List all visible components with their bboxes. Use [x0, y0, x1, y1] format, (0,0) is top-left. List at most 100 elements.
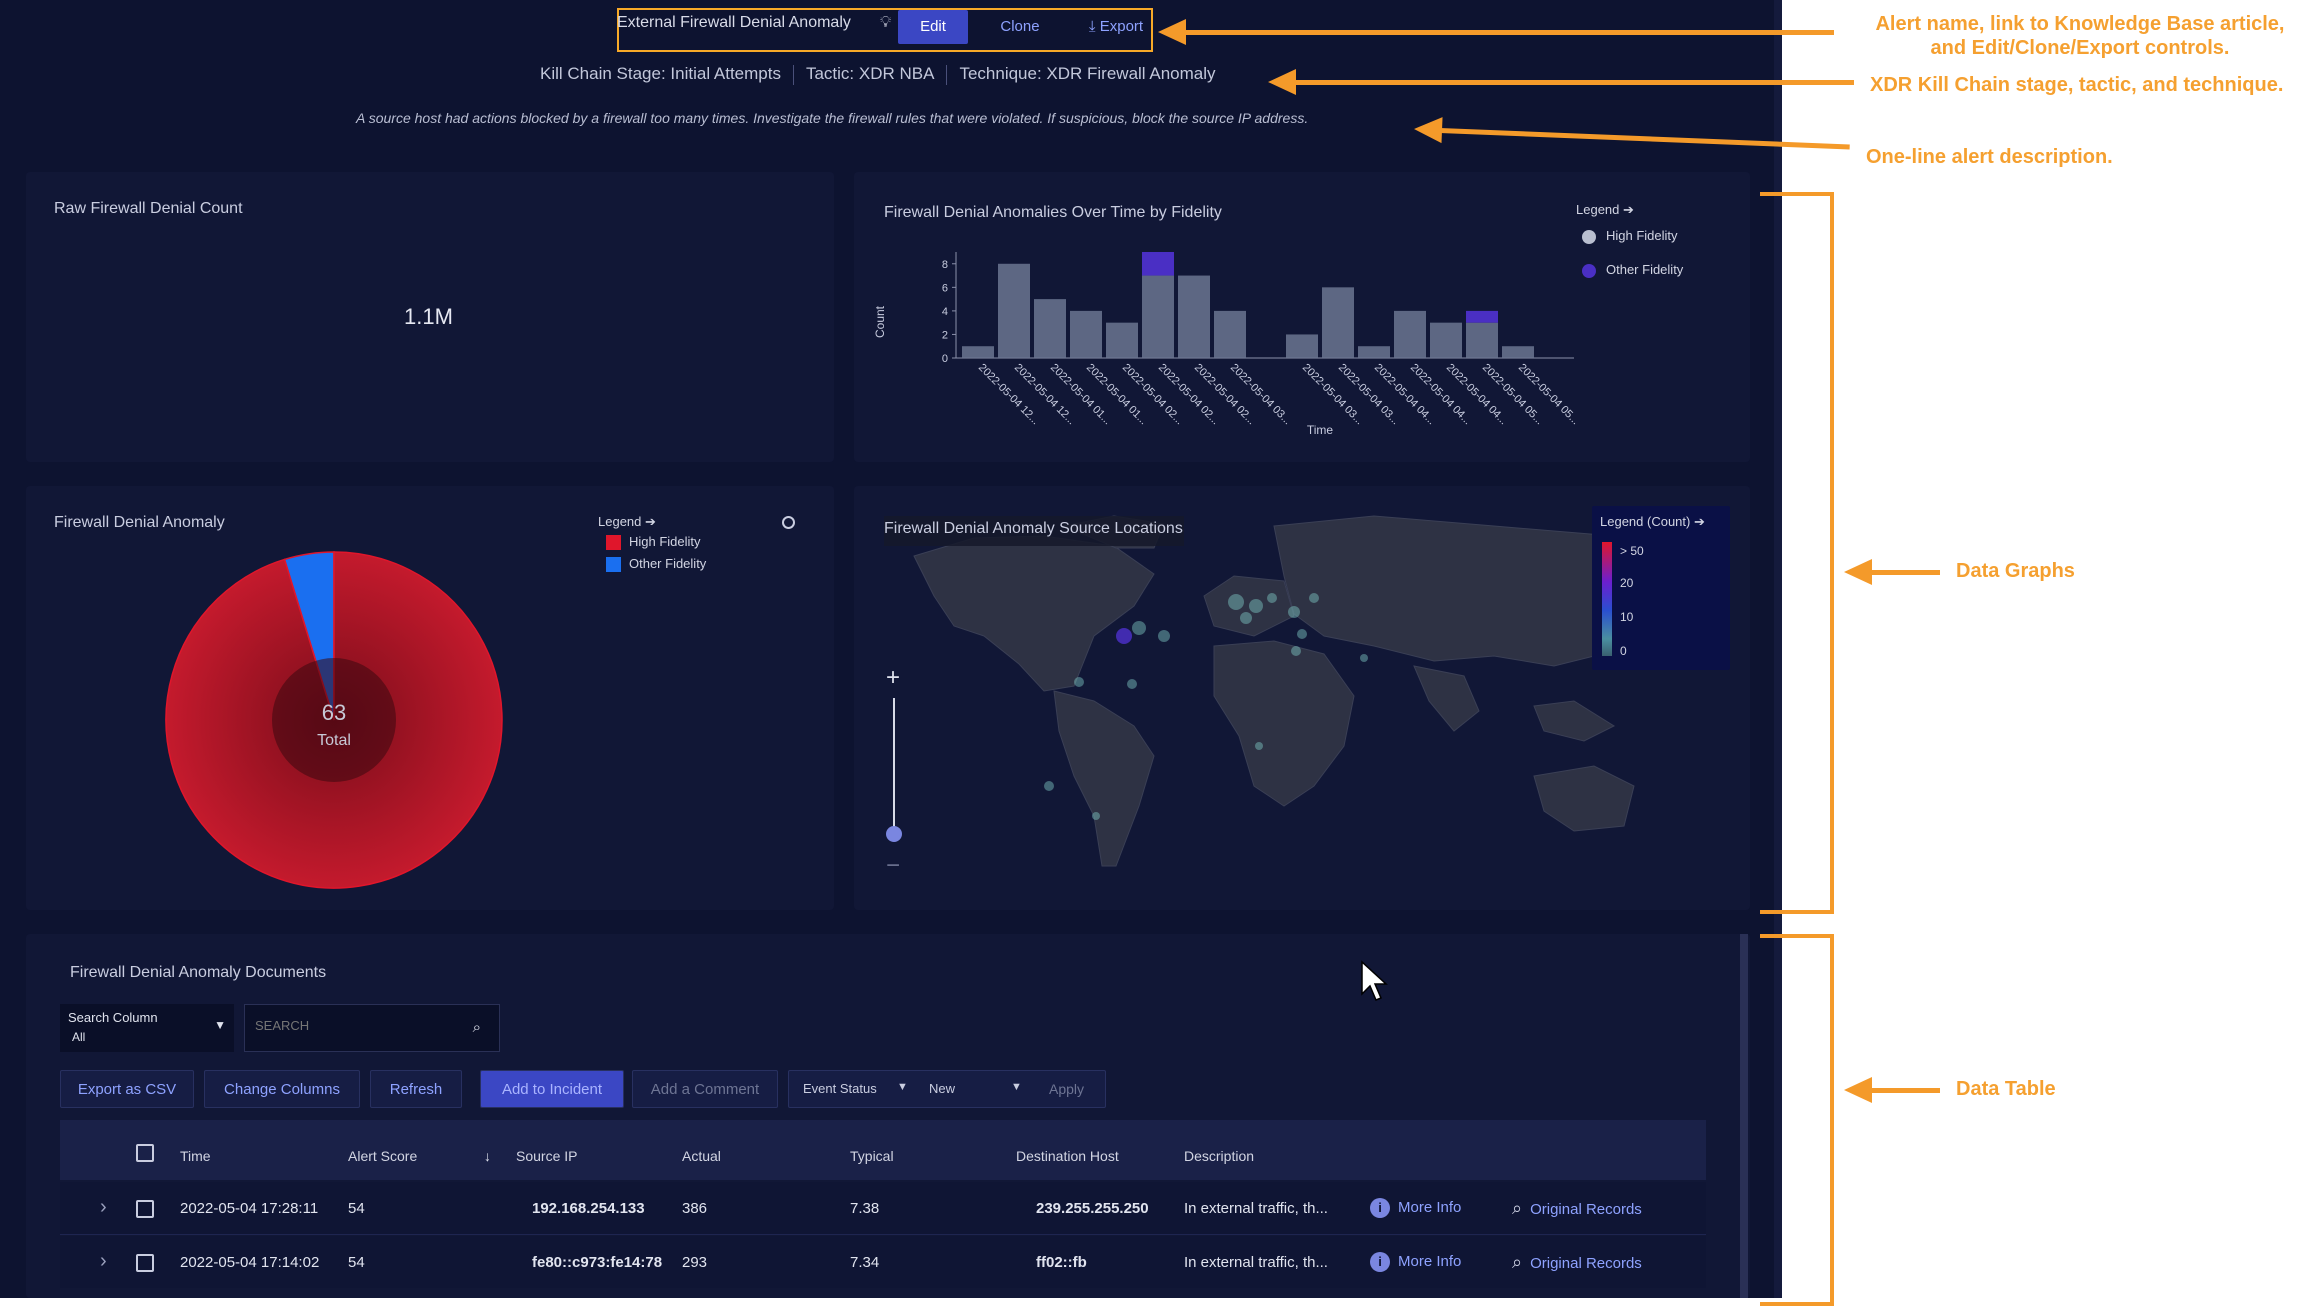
table-bracket: [1760, 934, 1834, 1306]
table-row[interactable]: [60, 1236, 1706, 1288]
bar: [1358, 346, 1390, 358]
cell-description: In external traffic, th...: [1184, 1254, 1328, 1271]
pie-chart-svg: [165, 551, 503, 889]
chevron-down-icon[interactable]: ▼: [897, 1081, 908, 1093]
original-records-link[interactable]: ⌕ Original Records: [1512, 1198, 1642, 1218]
map-legend-label: > 50: [1620, 544, 1644, 558]
annotation-arrow: [1268, 69, 1854, 95]
pie-legend-other[interactable]: Other Fidelity: [606, 556, 706, 573]
search-icon[interactable]: ⌕: [472, 1019, 481, 1036]
search-input[interactable]: [253, 1017, 457, 1034]
search-box[interactable]: ⌕: [244, 1004, 500, 1052]
raw-count-panel: Raw Firewall Denial Count 1.1M: [26, 172, 834, 462]
search-column-select[interactable]: Search Column All ▼: [60, 1004, 234, 1052]
bar-legend-title[interactable]: Legend ➔: [1576, 202, 1634, 217]
legend-dot-icon: [1582, 263, 1596, 278]
column-header[interactable]: Source IP: [516, 1148, 578, 1164]
column-header[interactable]: Typical: [850, 1148, 894, 1164]
expand-row-icon[interactable]: ›: [100, 1196, 107, 1218]
x-tick-label: 2022-05-04 03...: [1228, 362, 1294, 428]
bar: [1466, 310, 1498, 323]
bar-chart-title: Firewall Denial Anomalies Over Time by F…: [884, 204, 1222, 221]
export-button[interactable]: ⤓ Export: [1088, 18, 1144, 35]
bar: [1502, 346, 1534, 358]
bar: [1178, 275, 1210, 358]
apply-button[interactable]: Apply: [1049, 1081, 1085, 1097]
bar-legend-other[interactable]: Other Fidelity: [1582, 262, 1683, 278]
legend-toggle-icon: ➔: [645, 514, 656, 529]
cell-dest-host: ff02::fb: [1036, 1254, 1087, 1271]
info-icon: i: [1370, 1198, 1390, 1218]
y-tick-label: 0: [942, 353, 948, 365]
select-all-checkbox[interactable]: [136, 1144, 154, 1162]
cell-score: 54: [348, 1254, 365, 1271]
annotation-description: One-line alert description.: [1866, 146, 2113, 168]
more-info-link[interactable]: i More Info: [1370, 1252, 1461, 1272]
x-tick-label: 2022-05-04 02...: [1120, 362, 1186, 428]
refresh-button[interactable]: Refresh: [370, 1070, 462, 1108]
map-legend: Legend (Count) ➔ > 50 20 10 0: [1592, 506, 1730, 670]
clone-button[interactable]: Clone: [1000, 18, 1040, 35]
pie-legend-high[interactable]: High Fidelity: [606, 534, 701, 551]
cell-actual: 386: [682, 1200, 708, 1217]
search-icon: ⌕: [1512, 1198, 1523, 1218]
x-tick-label: 2022-05-04 12...: [1012, 362, 1078, 428]
map-legend-title[interactable]: Legend (Count) ➔: [1600, 514, 1705, 529]
row-checkbox[interactable]: [136, 1200, 154, 1218]
column-header[interactable]: Description: [1184, 1148, 1255, 1164]
bar-legend-high[interactable]: High Fidelity: [1582, 228, 1678, 244]
y-axis-label: Count: [873, 305, 887, 338]
annotation-arrow: [1844, 1077, 1940, 1103]
alert-name: External Firewall Denial Anomaly: [617, 14, 851, 31]
map-hotspot: [1116, 628, 1132, 644]
lightbulb-icon[interactable]: 💡︎: [880, 14, 892, 31]
pie-chart-panel: Firewall Denial Anomaly Legend ➔ High Fi…: [26, 486, 834, 910]
column-header[interactable]: Time: [180, 1148, 211, 1164]
edit-button[interactable]: Edit: [898, 10, 968, 44]
annotation-killchain: XDR Kill Chain stage, tactic, and techni…: [1870, 74, 2284, 96]
pie-legend-title[interactable]: Legend ➔: [598, 514, 656, 529]
legend-toggle-icon: ➔: [1623, 202, 1634, 217]
table-row[interactable]: [60, 1182, 1706, 1235]
map-title: Firewall Denial Anomaly Source Locations: [884, 520, 1183, 537]
legend-toggle-icon: ➔: [1693, 514, 1705, 529]
zoom-in-button[interactable]: +: [886, 664, 901, 691]
event-status-value[interactable]: New: [929, 1081, 956, 1096]
column-header[interactable]: Destination Host: [1016, 1148, 1119, 1164]
zoom-slider-handle[interactable]: [886, 826, 902, 842]
export-csv-button[interactable]: Export as CSV: [60, 1070, 194, 1108]
row-checkbox[interactable]: [136, 1254, 154, 1272]
column-header[interactable]: Alert Score: [348, 1148, 418, 1164]
add-to-incident-button[interactable]: Add to Incident: [480, 1070, 624, 1108]
x-tick-label: 2022-05-04 02...: [1156, 362, 1222, 428]
world-map[interactable]: [854, 486, 1750, 910]
zoom-slider-track[interactable]: [893, 698, 895, 838]
original-records-link[interactable]: ⌕ Original Records: [1512, 1252, 1642, 1272]
chevron-down-icon: ▼: [214, 1018, 226, 1032]
raw-count-value: 1.1M: [404, 304, 453, 329]
bar: [1394, 310, 1426, 358]
expand-row-icon[interactable]: ›: [100, 1250, 107, 1272]
pie-chart-title: Firewall Denial Anomaly: [54, 514, 225, 531]
pie-total-value: 63: [321, 700, 347, 725]
add-comment-button[interactable]: Add a Comment: [632, 1070, 778, 1108]
bar: [998, 263, 1030, 358]
kill-chain-info: Kill Chain Stage: Initial Attempts Tactic…: [540, 64, 1216, 85]
pie-total-label: Total: [317, 732, 351, 749]
x-tick-label: 2022-05-04 05...: [1480, 362, 1546, 428]
chevron-down-icon[interactable]: ▼: [1011, 1081, 1022, 1093]
zoom-out-button[interactable]: −: [886, 852, 901, 879]
change-columns-button[interactable]: Change Columns: [204, 1070, 360, 1108]
cell-actual: 293: [682, 1254, 708, 1271]
mouse-cursor-icon: [1361, 960, 1388, 1001]
sort-arrow-icon[interactable]: ↓: [484, 1148, 491, 1164]
more-info-link[interactable]: i More Info: [1370, 1198, 1461, 1218]
map-legend-label: 10: [1620, 610, 1634, 624]
cell-source-ip: 192.168.254.133: [532, 1200, 645, 1217]
column-header[interactable]: Actual: [682, 1148, 721, 1164]
event-status-group: Event Status ▼ New ▼ Apply: [788, 1070, 1106, 1108]
event-status-label[interactable]: Event Status: [803, 1081, 877, 1096]
table-scrollbar[interactable]: [1740, 934, 1748, 1298]
circle-option-icon[interactable]: [782, 516, 795, 529]
x-tick-label: 2022-05-04 04...: [1444, 362, 1510, 428]
